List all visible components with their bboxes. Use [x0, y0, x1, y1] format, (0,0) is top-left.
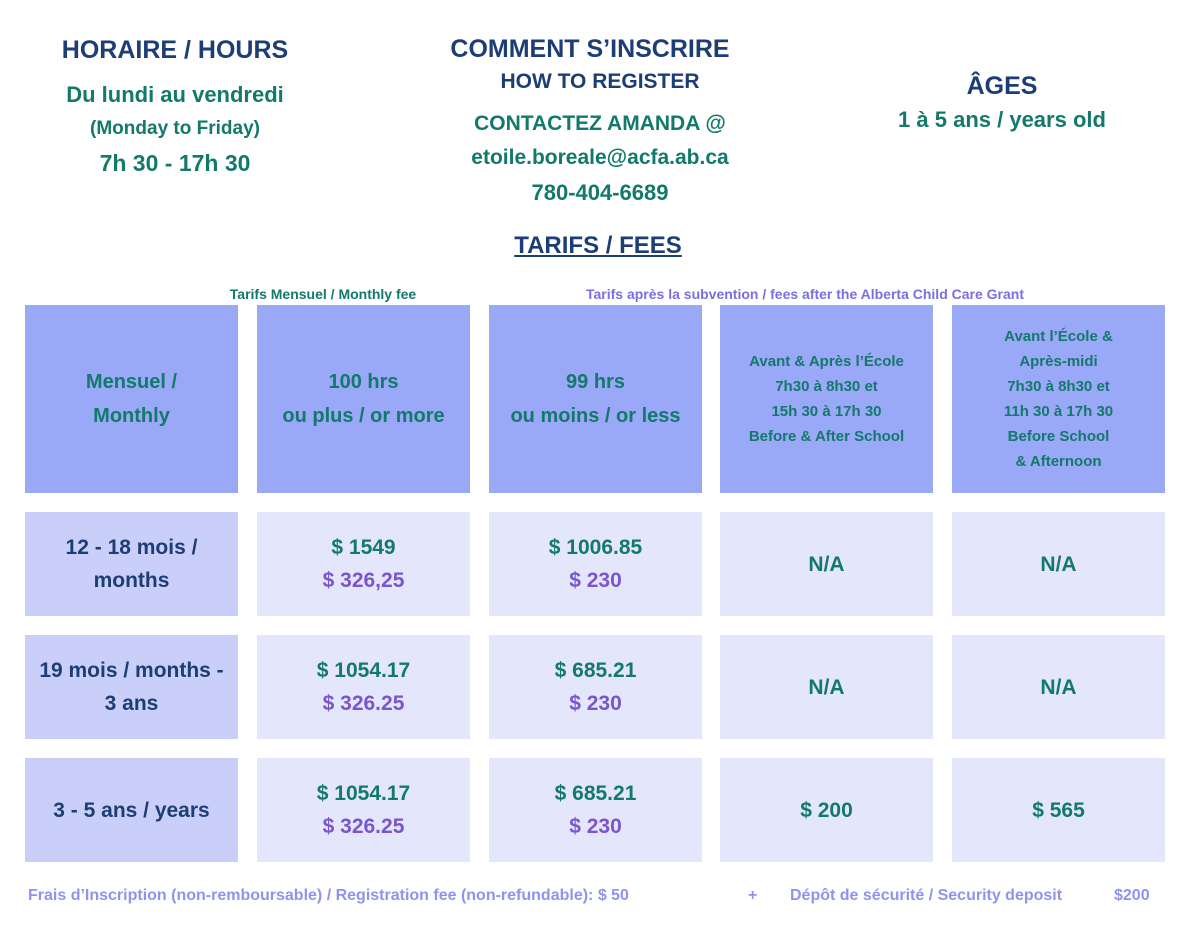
fee-cell: $ 685.21 $ 230	[489, 635, 702, 739]
ages-range: 1 à 5 ans / years old	[898, 107, 1106, 132]
fee-value: N/A	[808, 552, 845, 576]
header-text: ou moins / or less	[510, 405, 681, 427]
fee-cell: $ 1006.85 $ 230	[489, 512, 702, 616]
register-subtitle: HOW TO REGISTER	[500, 70, 700, 93]
row-label-cell: 3 - 5 ans / years	[25, 758, 238, 862]
header-text: 15h 30 à 17h 30	[771, 403, 882, 420]
fee-value: N/A	[1040, 552, 1077, 576]
register-phone: 780-404-6689	[531, 180, 669, 205]
plus: +	[748, 887, 758, 904]
header-cell: Avant l’École & Après-midi 7h30 à 8h30 et 1…	[952, 305, 1165, 493]
header-text: 7h30 à 8h30 et	[1007, 378, 1110, 395]
fee-value: $ 326.25	[322, 692, 405, 715]
fee-value: N/A	[808, 675, 845, 699]
security-deposit: Dépôt de sécurité / Security deposit	[790, 887, 1063, 904]
fee-cell: N/A	[952, 635, 1165, 739]
header-text: Before & After School	[748, 428, 905, 445]
header-text: Après-midi	[1019, 353, 1098, 370]
fee-cell: N/A	[720, 512, 933, 616]
fee-value: N/A	[1040, 675, 1077, 699]
hours-days-en: (Monday to Friday)	[90, 118, 260, 139]
fee-value: $ 565	[1032, 798, 1085, 822]
subsidy-note: Tarifs après la subvention / fees after …	[585, 286, 1025, 302]
fee-value: $ 1549	[331, 536, 396, 559]
header-text: Monthly	[93, 405, 170, 427]
register-title: COMMENT S’INSCRIRE	[450, 35, 730, 63]
row-label: 3 - 5 ans / years	[53, 798, 210, 822]
fee-value: $ 1054.17	[316, 782, 411, 805]
deposit-amount: $200	[1114, 887, 1150, 904]
fee-value: $ 685.21	[554, 782, 637, 805]
header-text: Before School	[1007, 428, 1110, 445]
fees-title: TARIFS / FEES	[514, 232, 682, 259]
header-text: 100 hrs	[328, 371, 399, 393]
ages-title: ÂGES	[966, 72, 1038, 100]
fee-value: $ 685.21	[554, 659, 637, 682]
fee-value: $ 200	[800, 798, 853, 822]
hours-days-fr: Du lundi au vendredi	[66, 82, 284, 107]
fee-value: $ 230	[569, 692, 622, 715]
fee-value: $ 230	[569, 815, 622, 838]
header-text: 7h30 à 8h30 et	[775, 378, 878, 395]
header-text: & Afternoon	[1015, 453, 1102, 470]
row-label: 3 ans	[104, 692, 159, 715]
fee-cell: $ 1054.17 $ 326.25	[257, 758, 470, 862]
fee-cell: $ 1549 $ 326,25	[257, 512, 470, 616]
register-email: etoile.boreale@acfa.ab.ca	[471, 146, 729, 169]
row-label-cell: 12 - 18 mois / months	[25, 512, 238, 616]
fee-cell: $ 565	[952, 758, 1165, 862]
header-text: 11h 30 à 17h 30	[1003, 403, 1114, 420]
row-label: months	[93, 569, 170, 592]
header-cell: 99 hrs ou moins / or less	[489, 305, 702, 493]
fee-cell: $ 685.21 $ 230	[489, 758, 702, 862]
header-text: Mensuel /	[85, 371, 178, 393]
fee-value: $ 1006.85	[548, 536, 643, 559]
monthly-note: Tarifs Mensuel / Monthly fee	[229, 286, 417, 302]
fee-cell: $ 200	[720, 758, 933, 862]
fee-value: $ 326.25	[322, 815, 405, 838]
fee-value: $ 1054.17	[316, 659, 411, 682]
registration-fee: Frais d’Inscription (non-remboursable) /…	[28, 887, 629, 904]
header-cell: Mensuel / Monthly	[25, 305, 238, 493]
header-text: 99 hrs	[566, 371, 625, 393]
header-text: Avant l’École &	[1004, 328, 1113, 345]
row-label: 12 - 18 mois /	[65, 536, 198, 559]
fee-cell: N/A	[952, 512, 1165, 616]
register-contact: CONTACTEZ AMANDA @	[474, 112, 726, 135]
header-cell: Avant & Après l’École 7h30 à 8h30 et 15h 3…	[720, 305, 933, 493]
hours-time: 7h 30 - 17h 30	[99, 150, 251, 176]
row-label-cell: 19 mois / months - 3 ans	[25, 635, 238, 739]
header-cell: 100 hrs ou plus / or more	[257, 305, 470, 493]
header-text: ou plus / or more	[282, 405, 445, 427]
row-label: 19 mois / months -	[39, 659, 224, 682]
hours-title: HORAIRE / HOURS	[61, 36, 289, 64]
fee-cell: $ 1054.17 $ 326.25	[257, 635, 470, 739]
fee-value: $ 230	[569, 569, 622, 592]
fee-value: $ 326,25	[322, 569, 405, 592]
fee-cell: N/A	[720, 635, 933, 739]
header-text: Avant & Après l’École	[749, 353, 904, 370]
